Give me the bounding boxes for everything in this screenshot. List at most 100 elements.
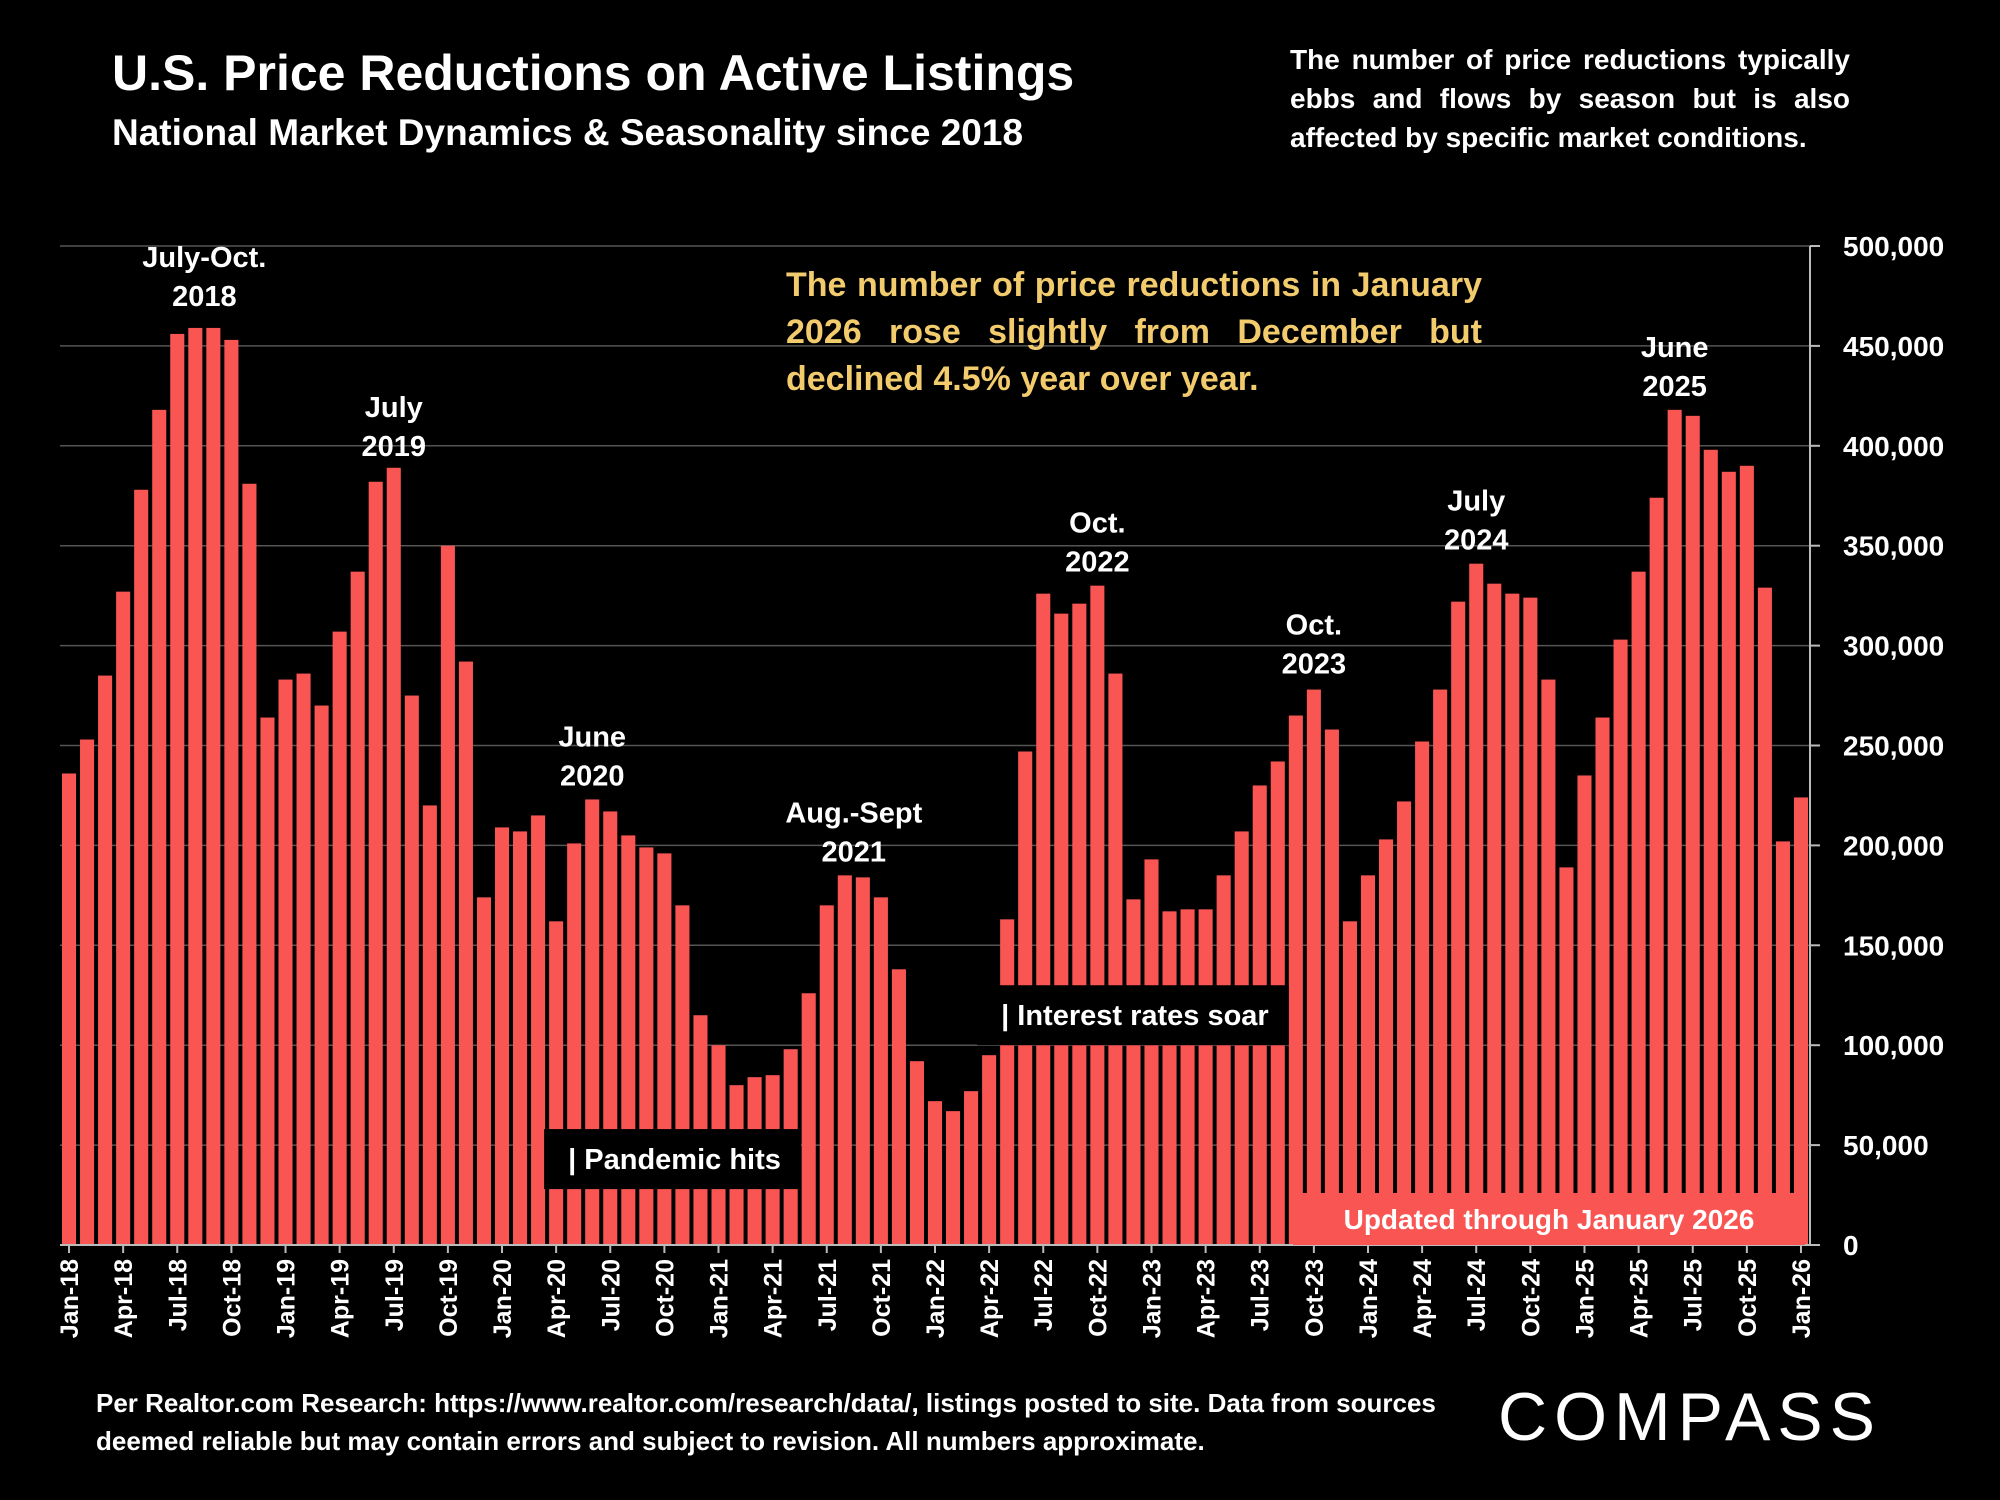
bar — [1216, 875, 1231, 1245]
x-tick-label: Jul-22 — [1030, 1259, 1058, 1331]
bar — [1667, 409, 1682, 1245]
bar — [1775, 841, 1790, 1245]
bar — [1793, 797, 1809, 1245]
y-tick-label: 150,000 — [1843, 930, 1944, 961]
peak-annotation: June — [1641, 332, 1709, 364]
bar — [152, 409, 167, 1245]
bar — [404, 695, 419, 1245]
peak-annotation: 2023 — [1282, 649, 1347, 681]
bar — [1180, 909, 1195, 1245]
event-label-box — [544, 1129, 801, 1190]
seasonality-note: The number of price reductions typically… — [1290, 44, 1850, 153]
peak-annotation: July-Oct. — [142, 242, 266, 274]
bar — [116, 591, 131, 1245]
x-tick-label: Jan-22 — [922, 1259, 950, 1338]
bar — [982, 1055, 997, 1245]
compass-logo: COMPASS — [1498, 1379, 1883, 1455]
updated-badge — [1293, 1193, 1805, 1245]
bar — [837, 875, 852, 1245]
x-tick-label: Oct-23 — [1301, 1259, 1329, 1337]
x-tick-label: Jul-25 — [1680, 1259, 1708, 1331]
x-tick-label: Jul-20 — [597, 1259, 625, 1331]
x-tick-label: Jul-23 — [1247, 1259, 1275, 1331]
bar — [819, 905, 834, 1245]
x-tick-label: Apr-21 — [760, 1259, 788, 1338]
bar — [494, 827, 510, 1245]
peak-annotation: July — [1447, 486, 1505, 518]
chart-subtitle: National Market Dynamics & Seasonality s… — [112, 112, 1024, 153]
bar — [242, 483, 257, 1246]
bar — [368, 481, 383, 1245]
bar — [314, 705, 329, 1245]
x-tick-label: Oct-22 — [1084, 1259, 1112, 1337]
bar — [296, 673, 311, 1245]
bar — [1324, 729, 1339, 1245]
highlight-callout: The number of price reductions in Januar… — [786, 266, 1482, 398]
x-tick-label: Apr-22 — [976, 1259, 1004, 1338]
bar — [927, 1101, 943, 1245]
x-tick-label: Apr-20 — [543, 1259, 571, 1338]
y-tick-label: 300,000 — [1843, 631, 1944, 662]
bar — [224, 339, 239, 1245]
bar — [1631, 571, 1646, 1245]
source-footnote: Per Realtor.com Research: https://www.re… — [96, 1388, 1436, 1456]
chart-title: U.S. Price Reductions on Active Listings — [112, 45, 1075, 101]
x-tick-label: Jan-18 — [56, 1259, 84, 1338]
bar — [946, 1111, 961, 1245]
bar — [1288, 715, 1303, 1245]
bar — [206, 327, 221, 1246]
peak-annotation: June — [558, 721, 626, 753]
x-tick-label: Apr-19 — [327, 1259, 355, 1338]
y-tick-label: 500,000 — [1843, 231, 1944, 262]
bar — [513, 831, 528, 1245]
bar — [1360, 875, 1376, 1245]
peak-annotation: 2021 — [822, 836, 887, 868]
bar — [801, 993, 816, 1245]
bar — [386, 467, 401, 1245]
x-tick-label: Apr-18 — [110, 1259, 138, 1338]
peak-annotation: July — [365, 392, 423, 424]
bar — [1054, 613, 1069, 1245]
x-tick-label: Jul-18 — [164, 1259, 192, 1331]
peak-annotation: Oct. — [1286, 610, 1342, 642]
event-label-text: | Pandemic hits — [568, 1144, 781, 1176]
event-label: | Pandemic hits — [544, 1129, 801, 1190]
bar — [1613, 639, 1628, 1245]
peak-annotation: 2018 — [172, 281, 237, 313]
bar — [891, 969, 906, 1245]
bar — [1162, 911, 1177, 1245]
bar — [476, 897, 492, 1245]
bar — [1198, 909, 1213, 1245]
bar — [98, 675, 113, 1245]
bar — [1306, 689, 1321, 1245]
y-tick-label: 250,000 — [1843, 731, 1944, 762]
y-tick-label: 50,000 — [1843, 1130, 1929, 1161]
x-tick-label: Oct-19 — [435, 1259, 463, 1337]
bar — [531, 815, 546, 1245]
bar — [350, 571, 365, 1245]
bar — [1036, 593, 1051, 1245]
bar — [1108, 673, 1123, 1245]
bar — [855, 877, 870, 1245]
bar — [458, 661, 473, 1245]
bar — [1721, 471, 1736, 1245]
bar — [1126, 899, 1141, 1245]
peak-annotation: 2020 — [560, 760, 625, 792]
bar — [1451, 601, 1466, 1245]
bar — [1541, 679, 1556, 1245]
x-tick-label: Jan-19 — [273, 1259, 301, 1338]
bar — [80, 739, 95, 1245]
x-tick-label: Jan-25 — [1571, 1259, 1599, 1338]
bar — [1487, 583, 1502, 1245]
bar — [332, 631, 347, 1245]
y-tick-label: 450,000 — [1843, 331, 1944, 362]
x-tick-label: Jan-24 — [1355, 1259, 1383, 1338]
x-tick-label: Jan-26 — [1788, 1259, 1816, 1338]
bar — [873, 897, 888, 1245]
y-tick-label: 100,000 — [1843, 1030, 1944, 1061]
bar — [1378, 839, 1394, 1245]
x-tick-label: Jul-19 — [381, 1259, 409, 1331]
bar — [170, 333, 185, 1245]
bar — [1090, 585, 1105, 1245]
